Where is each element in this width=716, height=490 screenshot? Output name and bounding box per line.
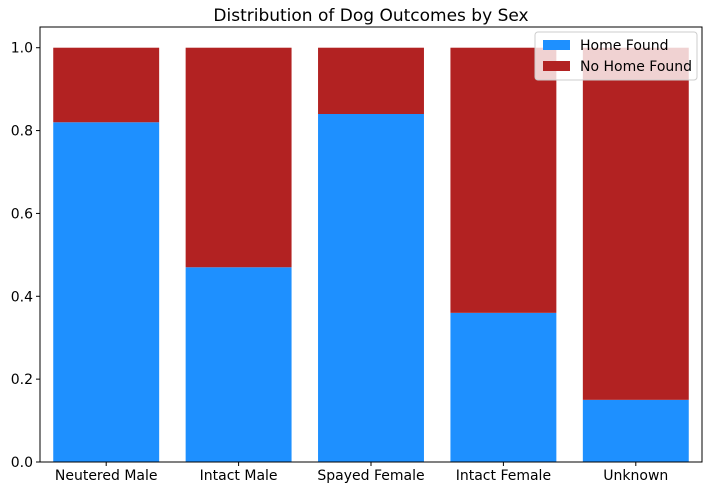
x-tick-label: Intact Male xyxy=(200,468,278,484)
y-tick-label: 0.2 xyxy=(11,372,33,388)
x-tick-label: Unknown xyxy=(603,468,668,484)
bars-group xyxy=(53,47,689,462)
bar-home-found-4 xyxy=(582,399,689,462)
bar-no-home-found-3 xyxy=(450,47,557,313)
chart-title: Distribution of Dog Outcomes by Sex xyxy=(213,6,528,26)
plot-frame xyxy=(39,26,703,463)
x-tick-label: Neutered Male xyxy=(55,468,158,484)
y-tick-label: 0.4 xyxy=(11,289,33,305)
bar-home-found-1 xyxy=(185,267,292,462)
bar-home-found-3 xyxy=(450,312,557,462)
bar-no-home-found-4 xyxy=(582,47,689,400)
bar-home-found-0 xyxy=(53,122,160,462)
y-tick-label: 1.0 xyxy=(11,41,33,57)
y-tick-label: 0.8 xyxy=(11,124,33,140)
legend-label-no-home-found: No Home Found xyxy=(580,59,692,75)
legend: Home Found No Home Found xyxy=(534,31,698,81)
legend-box xyxy=(534,31,698,81)
y-tick-label: 0.0 xyxy=(11,455,33,471)
bar-no-home-found-0 xyxy=(53,47,160,123)
x-tick-label: Intact Female xyxy=(456,468,551,484)
legend-swatch-home-found xyxy=(543,40,570,50)
axes-group: Neutered Male Intact Male Spayed Female Int… xyxy=(11,26,703,484)
y-tick-label: 0.6 xyxy=(11,206,33,222)
bar-home-found-2 xyxy=(318,114,424,462)
bar-no-home-found-1 xyxy=(185,47,292,268)
legend-swatch-no-home-found xyxy=(543,61,570,71)
bar-no-home-found-2 xyxy=(318,47,424,114)
x-tick-label: Spayed Female xyxy=(317,468,424,484)
legend-label-home-found: Home Found xyxy=(580,38,669,54)
